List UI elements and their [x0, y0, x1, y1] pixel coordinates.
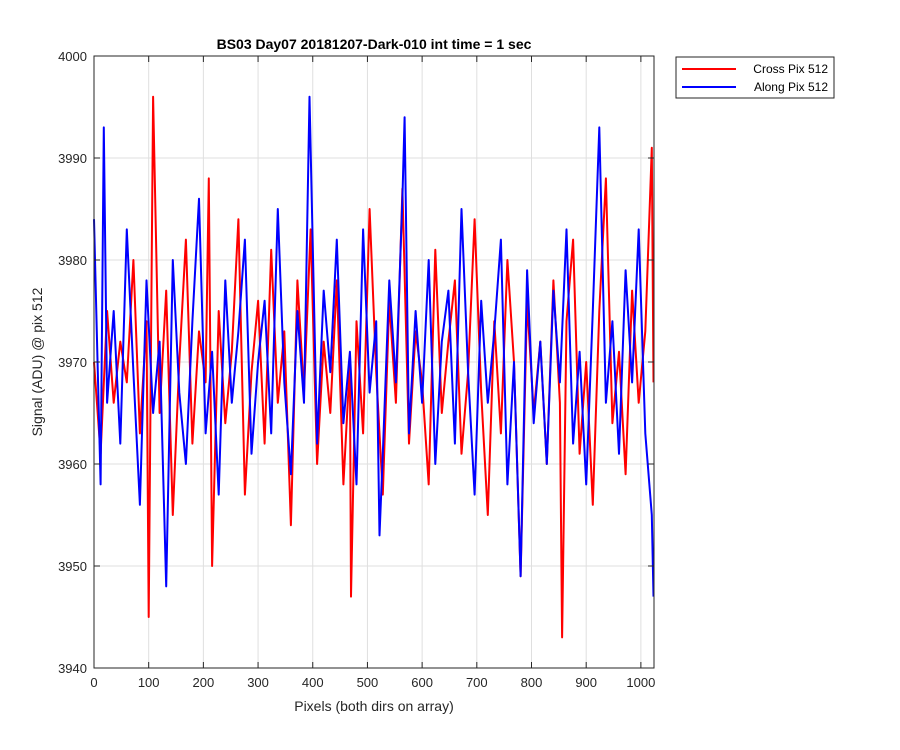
ticks [93, 55, 654, 669]
x-axis-title: Pixels (both dirs on array) [294, 698, 454, 714]
tick-labels: 0 100 200 300 400 500 600 700 800 900 1000 3940 3950… [58, 49, 655, 690]
y-tick-label: 3960 [58, 457, 87, 472]
y-tick-label: 3970 [58, 355, 87, 370]
chart-title: BS03 Day07 20181207-Dark-010 int time = … [217, 36, 532, 52]
x-tick-label: 300 [247, 675, 269, 690]
y-tick-label: 3950 [58, 559, 87, 574]
legend-label-cross: Cross Pix 512 [753, 62, 828, 76]
x-tick-label: 0 [90, 675, 97, 690]
x-tick-label: 1000 [626, 675, 655, 690]
x-tick-label: 500 [357, 675, 379, 690]
x-tick-label: 400 [302, 675, 324, 690]
legend: Cross Pix 512 Along Pix 512 [675, 56, 835, 99]
legend-box [675, 56, 835, 99]
y-tick-label: 3990 [58, 151, 87, 166]
x-tick-label: 600 [411, 675, 433, 690]
y-tick-label: 3980 [58, 253, 87, 268]
x-tick-label: 700 [466, 675, 488, 690]
y-axis-title: Signal (ADU) @ pix 512 [29, 287, 45, 436]
series-line-cross [93, 95, 655, 639]
x-tick-label: 900 [575, 675, 597, 690]
x-tick-label: 100 [138, 675, 160, 690]
x-tick-label: 800 [521, 675, 543, 690]
y-tick-label: 3940 [58, 661, 87, 676]
series-layer [93, 95, 655, 639]
series-line-along [93, 95, 655, 597]
x-tick-label: 200 [193, 675, 215, 690]
legend-label-along: Along Pix 512 [754, 80, 828, 94]
y-tick-label: 4000 [58, 49, 87, 64]
